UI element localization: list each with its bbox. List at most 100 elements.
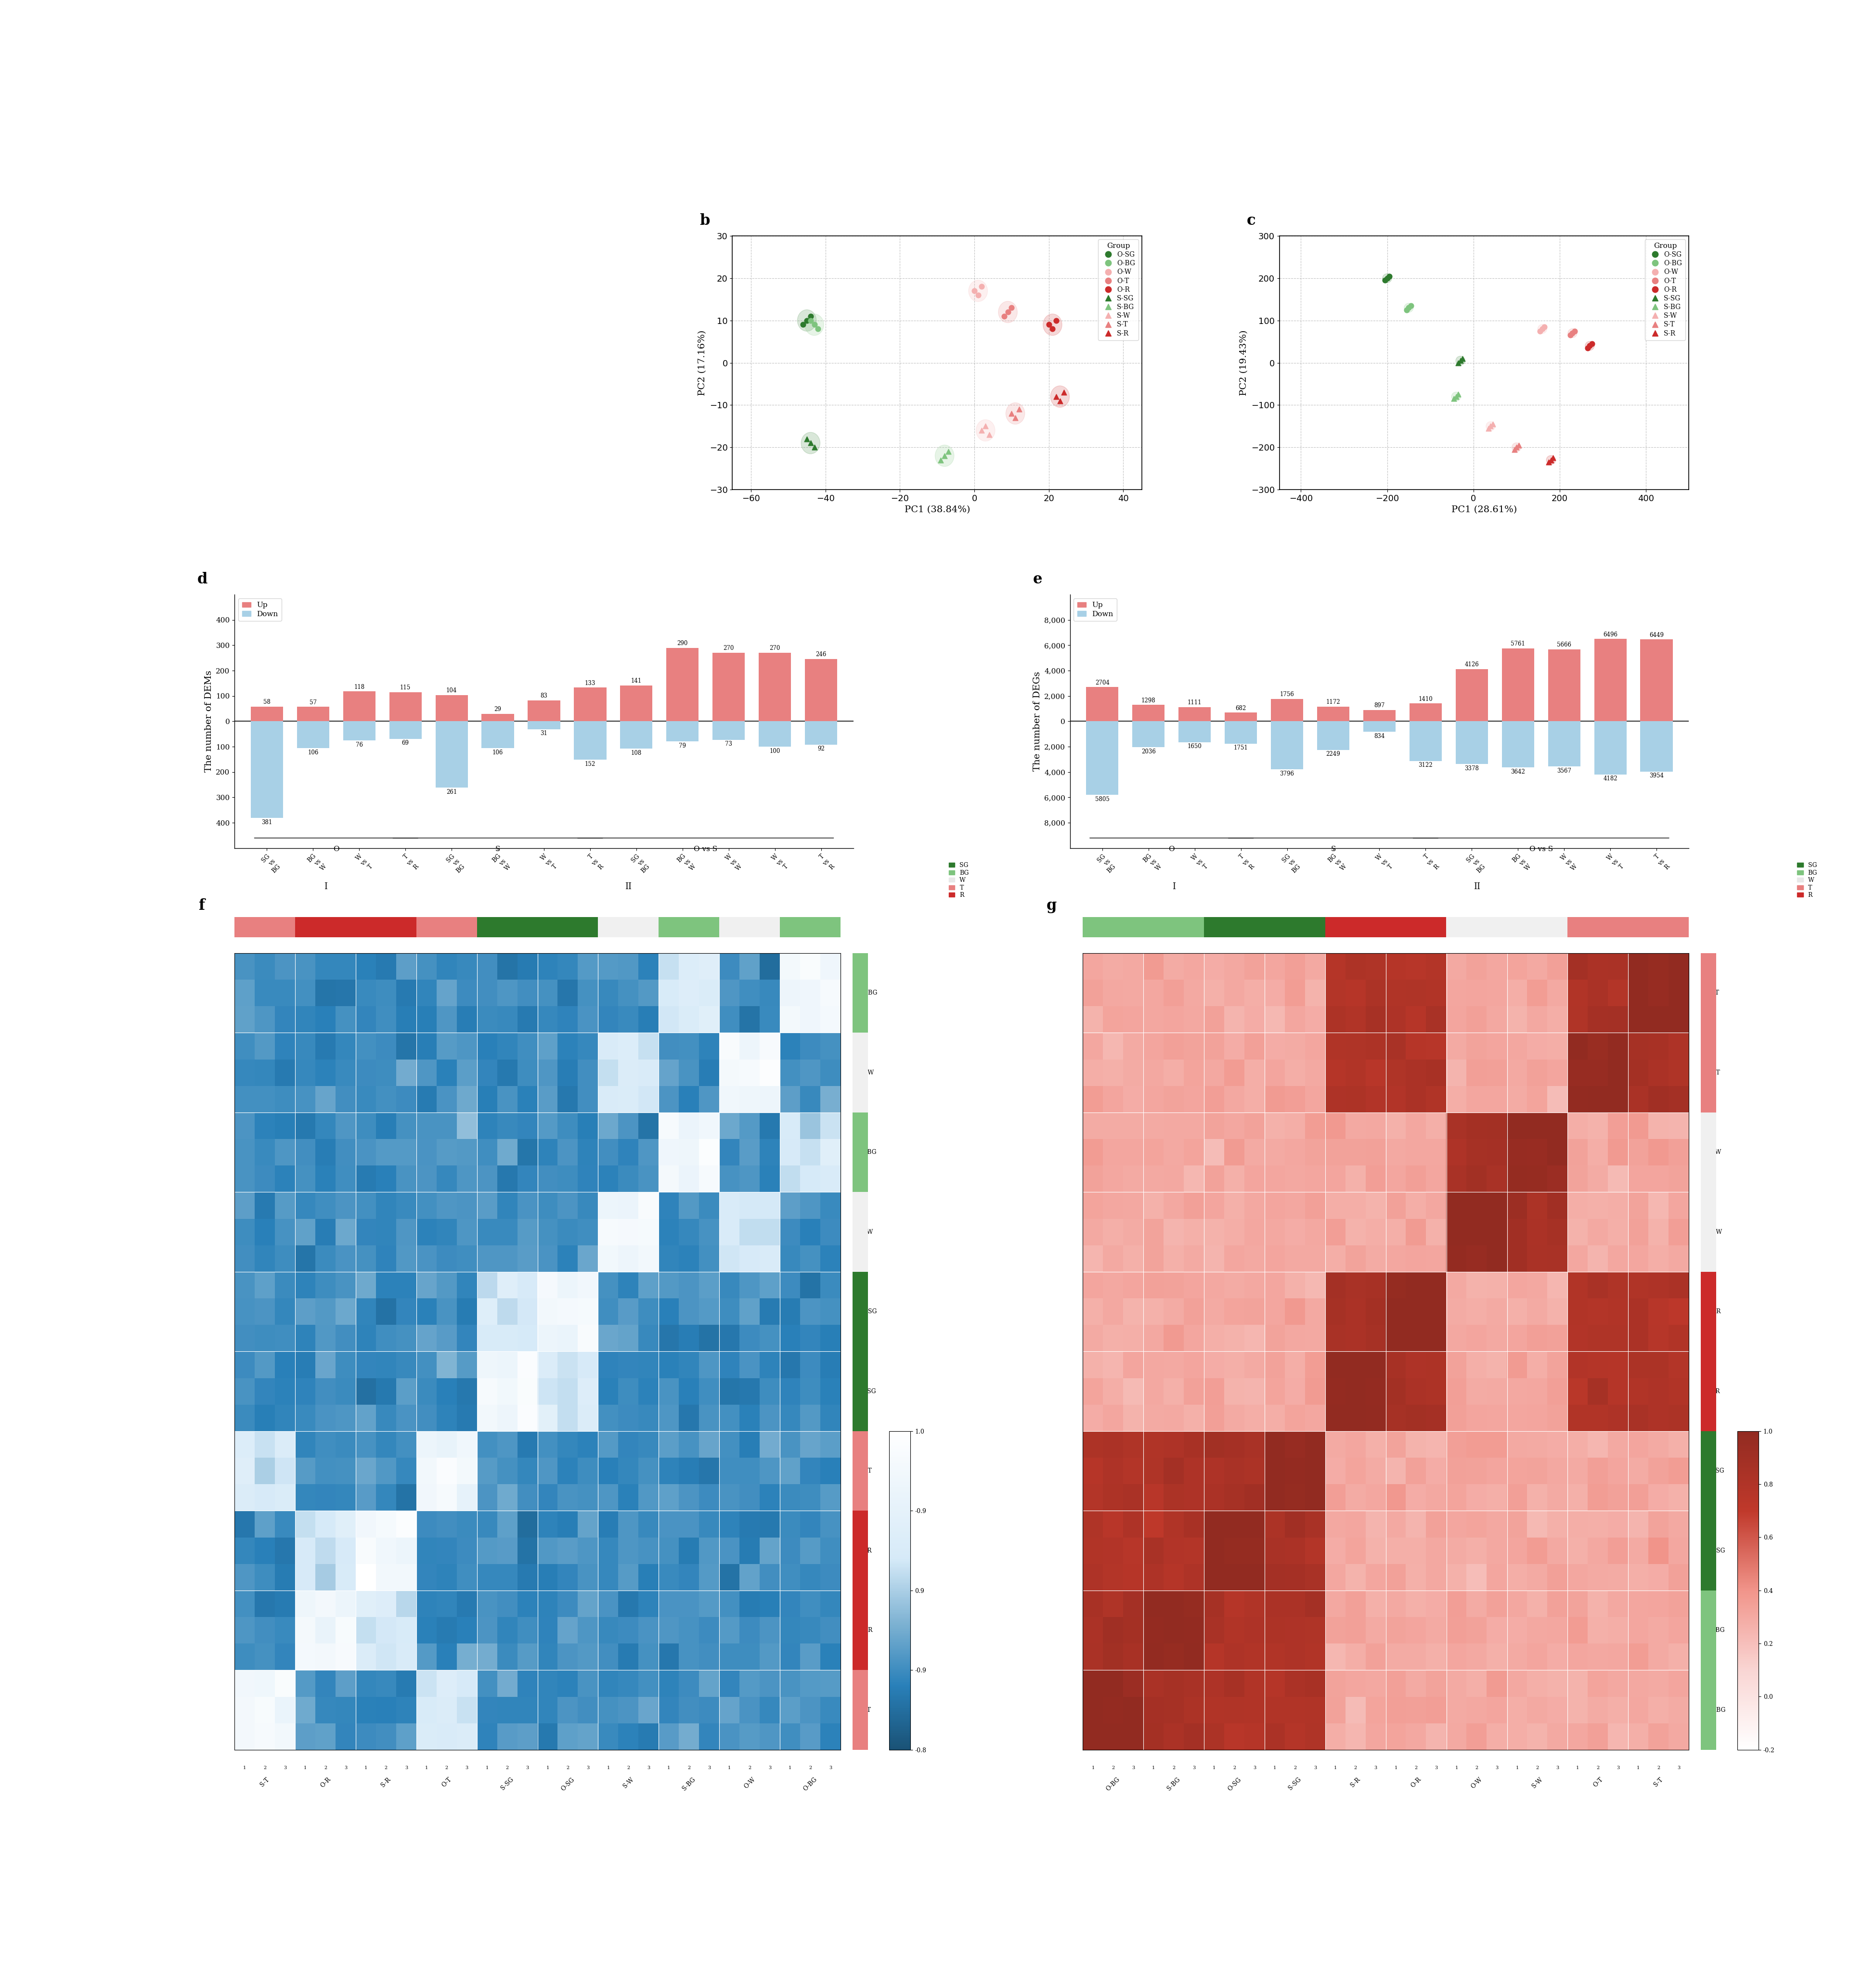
Text: 2704: 2704 (1096, 680, 1109, 686)
Text: 1: 1 (852, 1522, 855, 1526)
Point (792, 305, 822, 336)
Point (799, 309, 829, 340)
Text: 2249: 2249 (1326, 751, 1339, 757)
Point (959, 275, 989, 307)
Text: 1: 1 (1636, 1765, 1640, 1769)
Text: 3: 3 (1617, 1765, 1619, 1769)
Text: 1: 1 (1394, 1765, 1398, 1769)
Point (1538, 442, 1568, 474)
Text: 2: 2 (852, 991, 855, 995)
Text: 5761: 5761 (1510, 641, 1525, 647)
Ellipse shape (1512, 442, 1521, 452)
Point (1501, 433, 1531, 464)
Point (1572, 332, 1602, 364)
Bar (1640, 722, 1672, 771)
Text: 270: 270 (722, 645, 734, 651)
Bar (758, 653, 792, 722)
Bar (1362, 710, 1396, 722)
Bar (388, 692, 422, 722)
Point (1371, 263, 1401, 295)
Text: e: e (1032, 572, 1041, 588)
Bar (1086, 686, 1118, 722)
Text: 2: 2 (1700, 1229, 1703, 1235)
Text: 152: 152 (585, 761, 595, 767)
Point (996, 293, 1026, 324)
Point (1369, 265, 1399, 297)
Text: 1: 1 (1152, 1765, 1156, 1769)
Text: 100: 100 (769, 747, 780, 755)
Text: 79: 79 (679, 743, 687, 749)
Text: 3: 3 (852, 1337, 855, 1341)
Legend: SG, BG, W, T, R: SG, BG, W, T, R (947, 861, 970, 900)
Text: 2: 2 (263, 1765, 266, 1769)
Ellipse shape (1486, 421, 1495, 431)
Text: 3: 3 (1373, 1765, 1377, 1769)
Text: 6449: 6449 (1649, 631, 1664, 639)
Text: 1172: 1172 (1326, 700, 1339, 706)
Bar (621, 686, 653, 722)
Ellipse shape (1546, 456, 1555, 464)
Point (1574, 330, 1604, 362)
Text: 1756: 1756 (1279, 692, 1294, 698)
Point (989, 301, 1019, 332)
Point (1525, 315, 1555, 346)
Text: S-W: S-W (1531, 1777, 1544, 1789)
Text: O-BG: O-BG (1105, 1777, 1122, 1793)
Text: a: a (242, 244, 251, 258)
Text: S-BG: S-BG (1709, 1628, 1724, 1634)
Legend: O-SG, O-BG, O-W, O-T, O-R, S-SG, S-BG, S-W, S-T, S-R: O-SG, O-BG, O-W, O-T, O-R, S-SG, S-BG, S… (1097, 240, 1139, 340)
Point (795, 301, 825, 332)
Point (1041, 305, 1071, 336)
Ellipse shape (968, 279, 987, 301)
Text: 57: 57 (310, 700, 317, 706)
Point (792, 423, 822, 454)
Text: O-SG: O-SG (559, 1777, 576, 1793)
Bar (1595, 639, 1626, 722)
Text: S-W: S-W (1709, 1148, 1720, 1156)
Text: 4182: 4182 (1602, 777, 1617, 782)
Point (1576, 328, 1606, 360)
Text: O-W: O-W (743, 1777, 756, 1789)
Text: S-SG: S-SG (499, 1777, 514, 1791)
Text: 106: 106 (308, 749, 319, 755)
Text: 83: 83 (540, 692, 548, 700)
Bar (251, 722, 283, 818)
Point (1476, 409, 1506, 440)
Text: 1: 1 (852, 1203, 855, 1207)
Point (1555, 320, 1585, 352)
Text: 106: 106 (492, 749, 503, 755)
Text: 3: 3 (1700, 1016, 1703, 1022)
Text: 73: 73 (724, 741, 732, 747)
Text: 2: 2 (852, 1628, 855, 1632)
Point (1443, 348, 1473, 379)
Text: 2: 2 (1293, 1765, 1296, 1769)
Point (996, 397, 1026, 429)
Text: 2: 2 (325, 1765, 326, 1769)
Text: 2: 2 (1111, 1765, 1114, 1769)
Point (1527, 313, 1557, 344)
Text: 1: 1 (852, 1681, 855, 1685)
Text: 3: 3 (1700, 1496, 1703, 1500)
Bar (343, 692, 375, 722)
Text: 2: 2 (385, 1765, 388, 1769)
Text: 1: 1 (1212, 1765, 1216, 1769)
Text: O-R: O-R (319, 1777, 332, 1789)
Point (966, 415, 996, 446)
Point (974, 419, 1004, 450)
Point (962, 279, 992, 311)
Bar (1086, 722, 1118, 794)
Bar (1317, 706, 1349, 722)
Text: 270: 270 (769, 645, 780, 651)
Text: 1751: 1751 (1233, 745, 1248, 751)
Text: 1650: 1650 (1188, 743, 1201, 749)
Bar (1225, 722, 1257, 743)
Bar (296, 722, 328, 749)
Text: O: O (1169, 845, 1174, 853)
Ellipse shape (1403, 303, 1413, 313)
Text: 261: 261 (446, 788, 458, 794)
Text: S-T: S-T (1653, 1777, 1664, 1787)
Text: 5805: 5805 (1096, 796, 1109, 802)
Legend: SG, BG, W, T, R: SG, BG, W, T, R (1795, 861, 1818, 900)
Point (799, 433, 829, 464)
Text: 897: 897 (1373, 702, 1384, 708)
